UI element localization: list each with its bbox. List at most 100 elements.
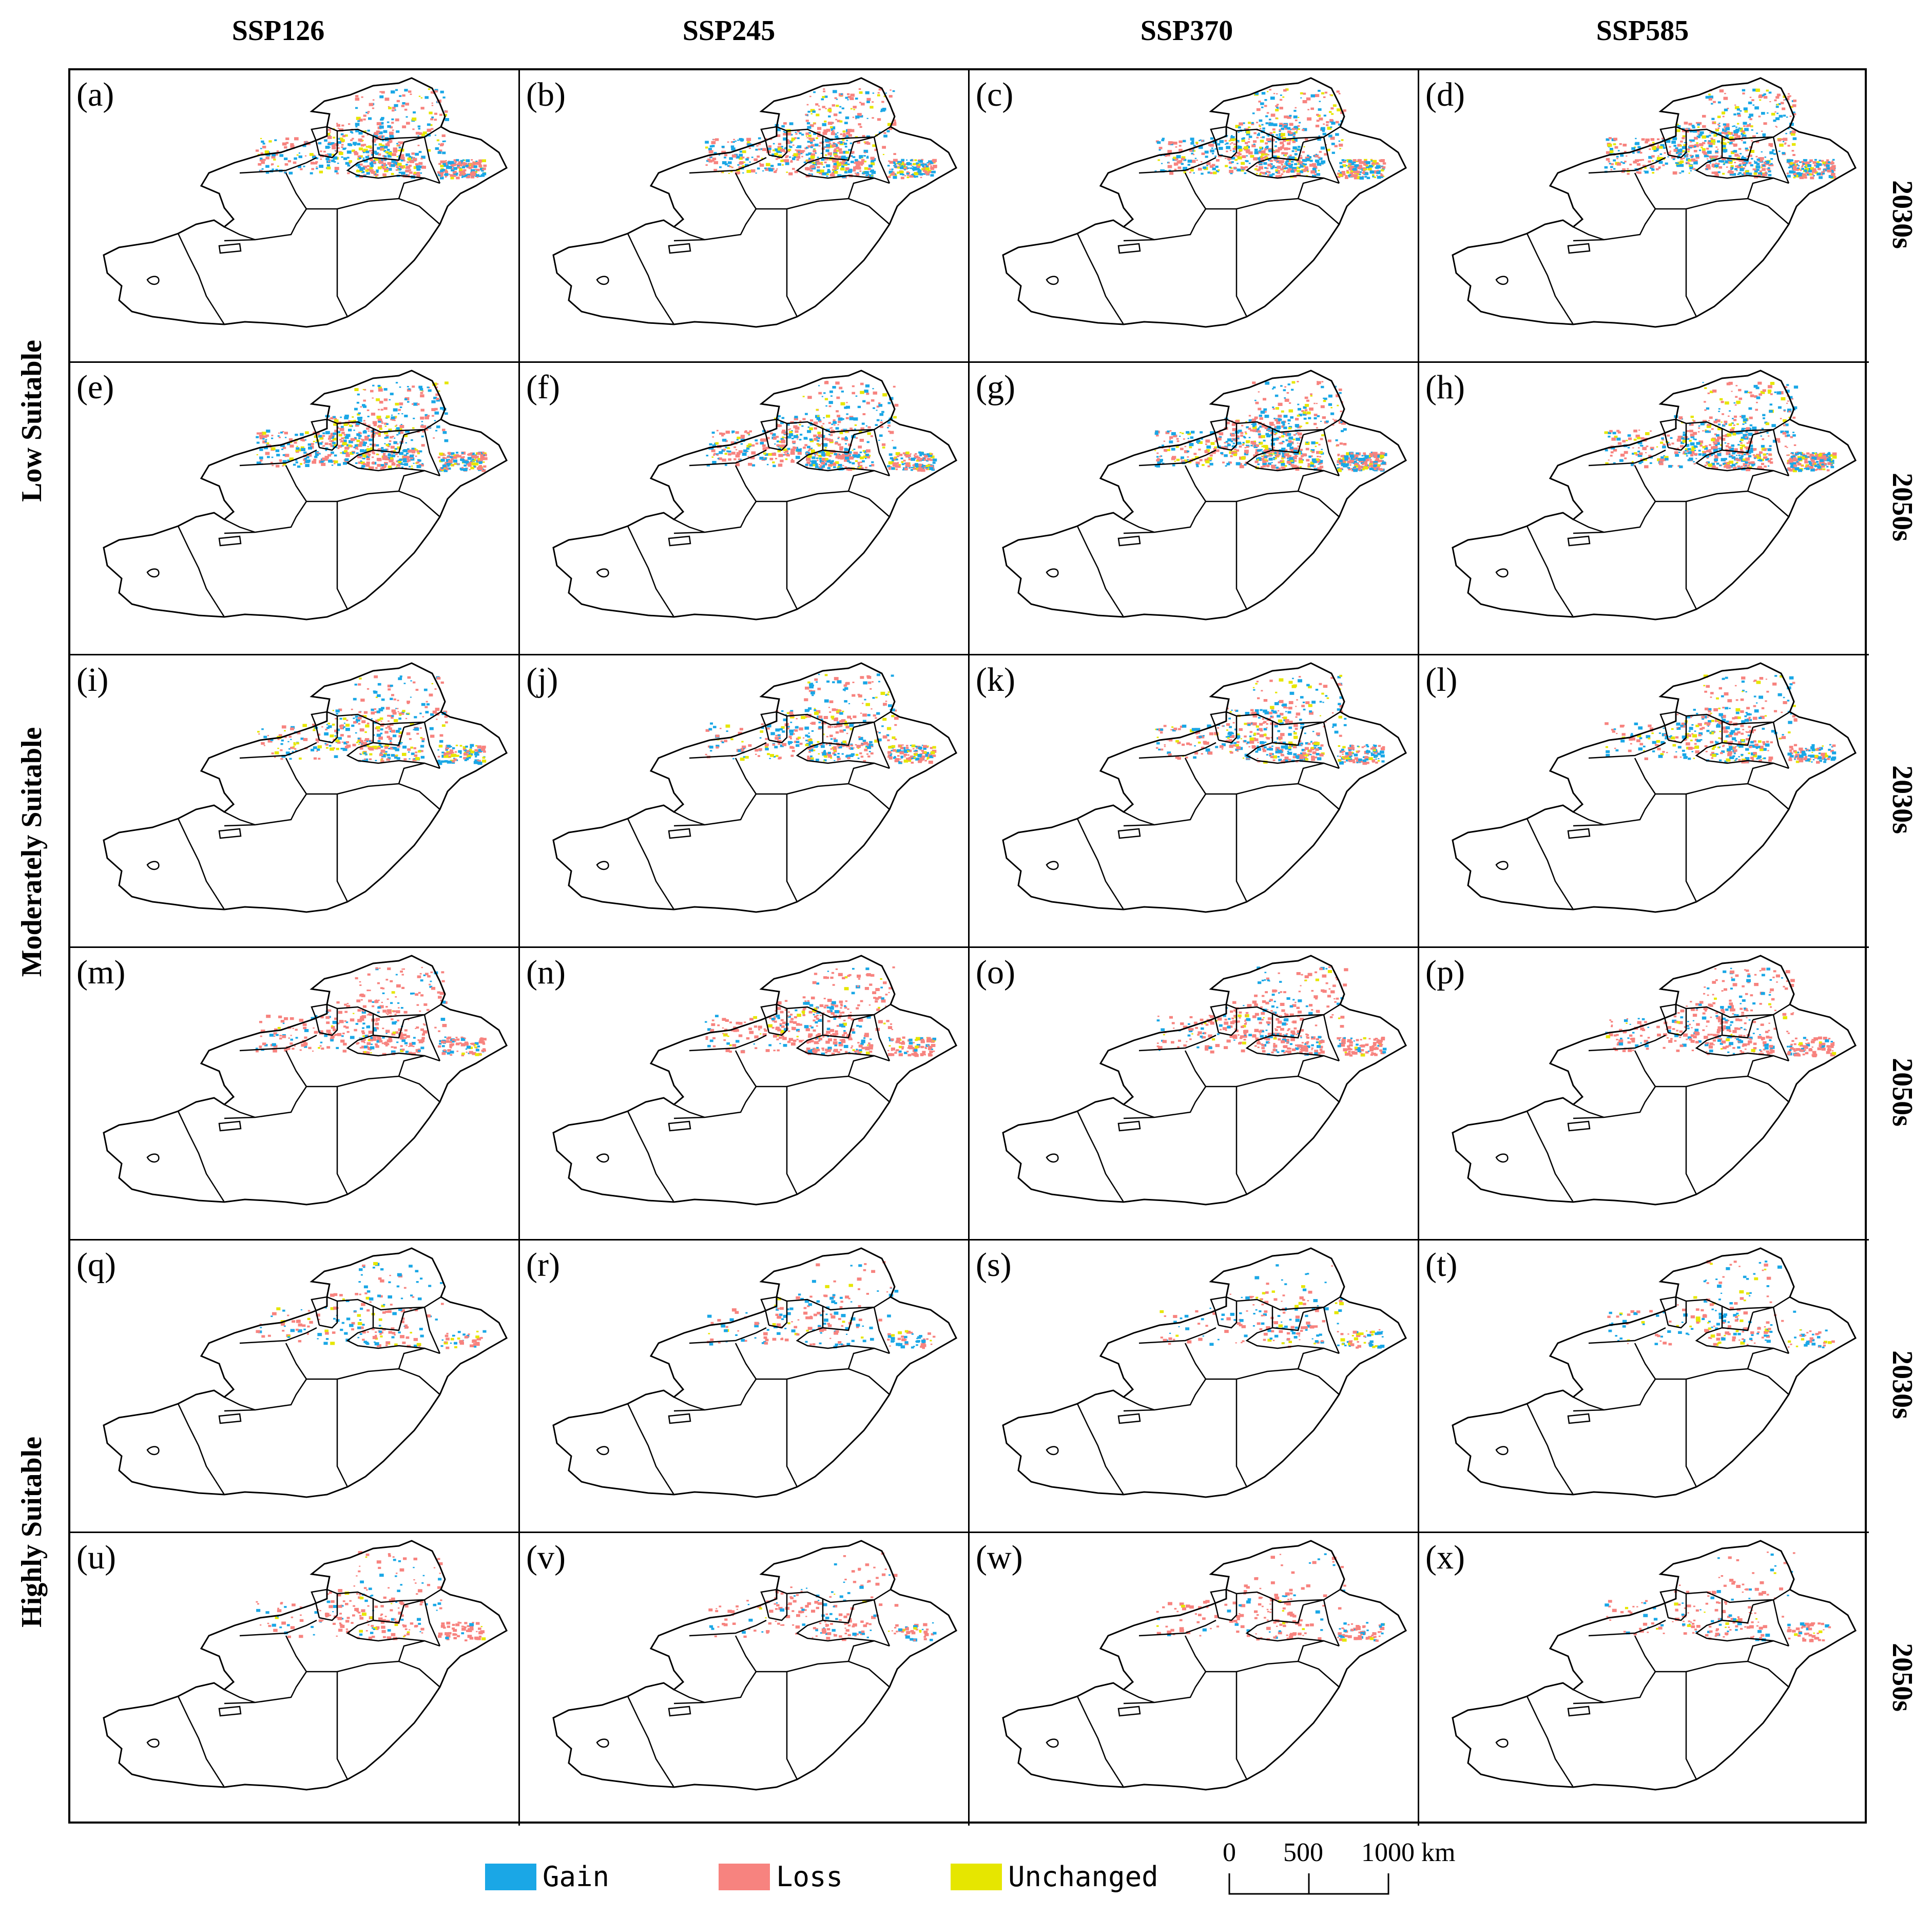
suitability-change-pixel	[420, 158, 423, 160]
suitability-change-pixel	[746, 169, 751, 173]
suitability-change-pixel	[339, 428, 341, 430]
suitability-change-pixel	[441, 172, 443, 175]
suitability-change-pixel	[1321, 162, 1324, 165]
suitability-change-pixel	[374, 430, 376, 431]
suitability-change-pixel	[826, 158, 828, 160]
suitability-change-pixel	[887, 421, 891, 424]
suitability-change-pixel	[812, 162, 814, 164]
suitability-change-pixel	[910, 175, 914, 178]
suitability-change-pixel	[330, 417, 334, 420]
suitability-change-pixel	[1727, 158, 1729, 160]
suitability-change-pixel	[926, 460, 929, 462]
suitability-change-pixel	[343, 439, 347, 442]
suitability-change-pixel	[830, 126, 836, 130]
suitability-change-pixel	[462, 456, 465, 458]
suitability-change-pixel	[1230, 138, 1234, 141]
suitability-change-pixel	[859, 126, 862, 128]
prefecture-boundary	[224, 226, 256, 241]
suitability-change-pixel	[764, 453, 768, 456]
suitability-change-pixel	[1232, 150, 1235, 152]
suitability-change-pixel	[858, 463, 860, 466]
suitability-change-pixel	[1831, 165, 1836, 168]
suitability-change-pixel	[1181, 158, 1185, 161]
suitability-change-pixel	[1293, 157, 1297, 160]
suitability-change-pixel	[776, 134, 781, 137]
suitability-change-pixel	[826, 128, 830, 132]
suitability-change-pixel	[402, 456, 407, 459]
suitability-change-pixel	[279, 154, 284, 157]
suitability-change-pixel	[1762, 164, 1765, 167]
suitability-change-pixel	[824, 95, 828, 98]
suitability-change-pixel	[1762, 175, 1765, 177]
suitability-change-pixel	[1330, 126, 1332, 128]
suitability-change-pixel	[915, 176, 918, 178]
suitability-change-pixel	[344, 147, 346, 149]
suitability-change-pixel	[1253, 143, 1255, 145]
prefecture-boundary	[346, 157, 440, 184]
suitability-change-pixel	[1297, 442, 1299, 444]
suitability-change-pixel	[705, 141, 709, 144]
suitability-change-pixel	[396, 166, 399, 168]
suitability-change-pixel	[350, 420, 354, 423]
suitability-change-pixel	[1200, 139, 1202, 141]
suitability-change-pixel	[1254, 148, 1258, 151]
suitability-change-pixel	[1364, 172, 1369, 176]
suitability-change-pixel	[1288, 159, 1291, 161]
suitability-change-pixel	[782, 444, 786, 448]
suitability-change-pixel	[1717, 163, 1720, 165]
suitability-change-pixel	[837, 135, 839, 137]
suitability-change-pixel	[824, 161, 827, 164]
suitability-change-pixel	[282, 142, 287, 146]
suitability-change-pixel	[1369, 457, 1371, 459]
suitability-change-pixel	[705, 164, 708, 166]
region-map	[103, 77, 508, 328]
suitability-change-pixel	[891, 459, 895, 461]
suitability-change-pixel	[275, 153, 278, 156]
suitability-change-pixel	[374, 150, 377, 153]
suitability-change-pixel	[1736, 170, 1738, 171]
suitability-change-pixel	[325, 450, 327, 451]
suitability-change-pixel	[393, 160, 398, 163]
suitability-change-pixel	[1287, 162, 1291, 165]
suitability-change-pixel	[1733, 143, 1737, 147]
suitability-change-pixel	[1364, 161, 1366, 163]
suitability-change-pixel	[410, 454, 414, 458]
suitability-change-pixel	[348, 420, 351, 422]
suitability-change-pixel	[378, 135, 382, 139]
suitability-change-pixel	[892, 123, 897, 126]
prefecture-boundary	[756, 500, 798, 610]
suitability-change-pixel	[809, 95, 812, 98]
suitability-change-pixel	[334, 443, 337, 446]
suitability-change-pixel	[372, 443, 376, 447]
suitability-change-pixel	[816, 113, 820, 117]
suitability-change-pixel	[1349, 172, 1352, 175]
suitability-change-pixel	[771, 453, 777, 456]
suitability-change-pixel	[1743, 125, 1746, 127]
suitability-change-pixel	[1742, 89, 1746, 92]
suitability-change-pixel	[1295, 468, 1300, 471]
suitability-change-pixel	[471, 172, 476, 176]
suitability-change-pixel	[827, 467, 830, 470]
suitability-change-pixel	[717, 458, 720, 459]
suitability-change-pixel	[888, 461, 893, 464]
suitability-change-pixel	[863, 455, 867, 458]
suitability-change-pixel	[1616, 158, 1618, 160]
suitability-change-pixel	[405, 153, 410, 157]
suitability-change-pixel	[385, 166, 388, 168]
suitability-change-pixel	[285, 137, 289, 140]
suitability-change-pixel	[1276, 134, 1279, 136]
suitability-change-pixel	[1286, 392, 1289, 394]
prefecture-boundary	[759, 77, 896, 141]
suitability-change-pixel	[905, 462, 910, 466]
column-header-ssp126: SSP126	[231, 15, 325, 47]
suitability-change-pixel	[735, 431, 739, 434]
suitability-change-pixel	[1380, 174, 1384, 177]
suitability-change-pixel	[390, 393, 394, 396]
suitability-change-pixel	[1277, 166, 1281, 169]
suitability-change-pixel	[1790, 159, 1793, 162]
suitability-change-pixel	[445, 176, 447, 178]
suitability-change-pixel	[789, 156, 791, 158]
suitability-change-pixel	[908, 459, 911, 460]
prefecture-boundary	[337, 128, 374, 158]
suitability-change-pixel	[1194, 158, 1197, 159]
